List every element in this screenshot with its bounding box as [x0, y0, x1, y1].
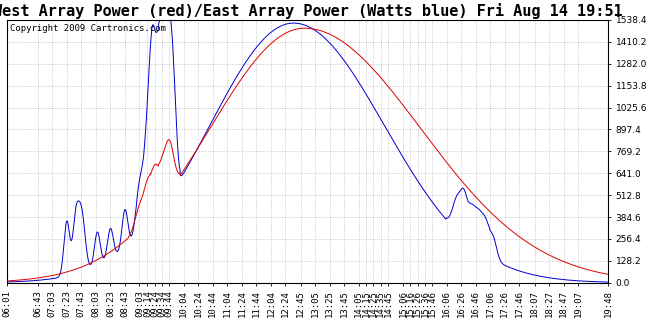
Title: West Array Power (red)/East Array Power (Watts blue) Fri Aug 14 19:51: West Array Power (red)/East Array Power … — [0, 3, 623, 19]
Text: Copyright 2009 Cartronics.com: Copyright 2009 Cartronics.com — [10, 24, 166, 33]
